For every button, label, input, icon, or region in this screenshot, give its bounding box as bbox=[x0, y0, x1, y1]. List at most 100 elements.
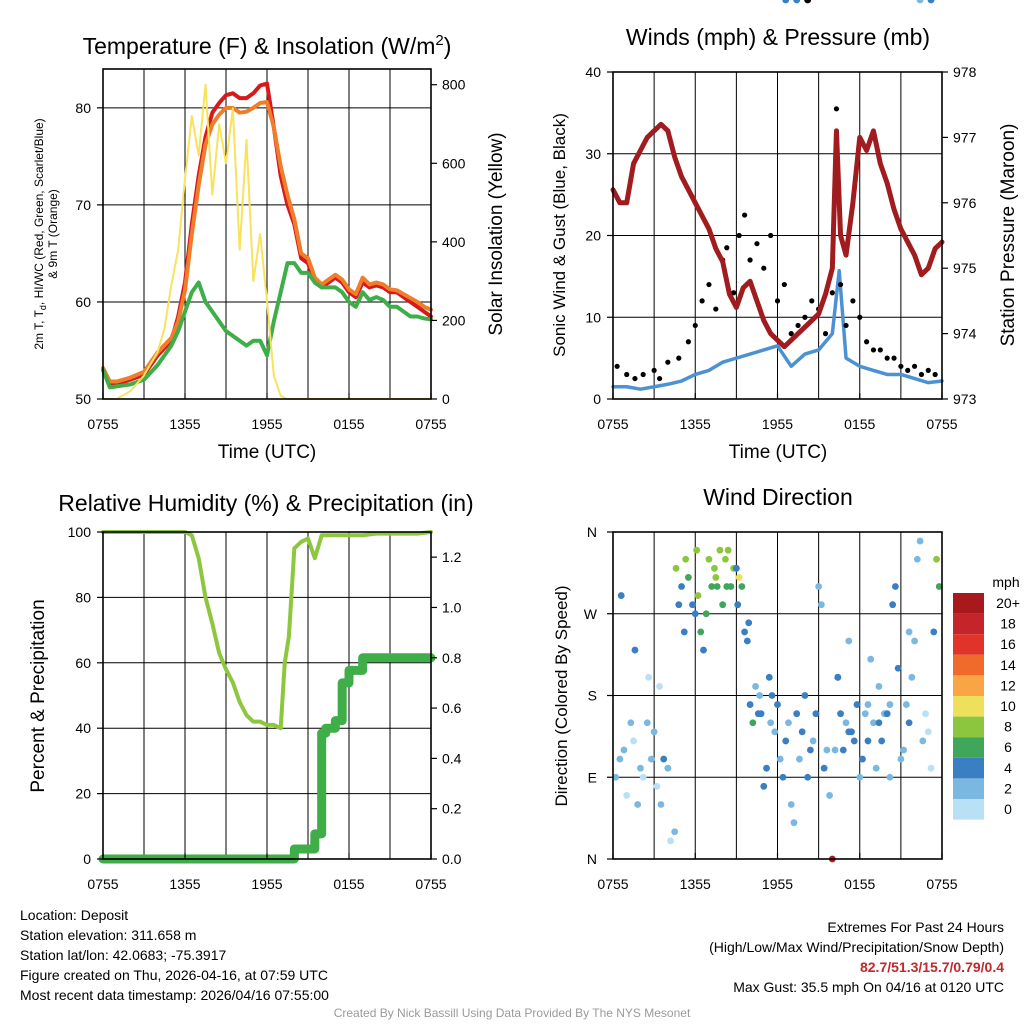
wind-direction-point bbox=[853, 701, 861, 708]
max-gust: Max Gust: 35.5 mph On 04/16 at 0120 UTC bbox=[733, 979, 1004, 995]
colorbar-label: 18 bbox=[1000, 616, 1016, 632]
wind-direction-point bbox=[787, 801, 795, 808]
gust-point bbox=[699, 298, 705, 304]
precipitation-y-ticks: 0.0 0.2 0.4 0.6 0.8 1.0 1.2 bbox=[431, 549, 462, 867]
colorbar-title: mph bbox=[992, 574, 1019, 590]
station-location: Location: Deposit bbox=[20, 907, 129, 923]
gust-point bbox=[624, 371, 630, 378]
wind-direction-point bbox=[883, 710, 891, 718]
wind-direction-point bbox=[793, 0, 801, 4]
speed-colorbar: 20+ 18 16 14 12 10 8 6 4 2 0 bbox=[953, 593, 1020, 820]
x-tick-label: 0155 bbox=[844, 876, 875, 892]
colorbar-swatch bbox=[953, 675, 984, 696]
x-tick-label: 0155 bbox=[333, 876, 364, 892]
wind-direction-point bbox=[905, 719, 913, 727]
gust-point bbox=[891, 355, 897, 361]
x-tick-label: 0155 bbox=[333, 416, 364, 432]
winds-panel: Winds (mph) & Pressure (mb) 0755 1355 1955… bbox=[550, 24, 1019, 463]
y2-tick-label: 1.0 bbox=[442, 599, 462, 615]
colorbar-swatch bbox=[953, 716, 984, 738]
gust-point bbox=[837, 281, 844, 288]
wind-direction-point bbox=[839, 746, 847, 754]
wind-direction-point bbox=[820, 764, 828, 772]
wind-direction-point bbox=[713, 583, 721, 590]
gust-point bbox=[822, 331, 829, 337]
gust-point bbox=[864, 339, 870, 345]
gust-point bbox=[925, 367, 931, 373]
winds-title: Winds (mph) & Pressure (mb) bbox=[626, 24, 930, 50]
wind-direction-point bbox=[916, 0, 924, 4]
temperature-gridlines bbox=[103, 69, 431, 399]
gust-point bbox=[665, 359, 671, 365]
gust-point bbox=[884, 355, 890, 361]
wind-direction-point bbox=[768, 692, 776, 699]
y-tick-label: 70 bbox=[75, 197, 91, 213]
temperature-x-ticks: 0755 1355 1955 0155 0755 bbox=[87, 393, 447, 432]
colorbar-label: 2 bbox=[1004, 780, 1012, 796]
wind-direction-point bbox=[875, 719, 883, 727]
wind-direction-point bbox=[801, 692, 809, 699]
wind-direction-point bbox=[859, 755, 866, 763]
gust-point bbox=[774, 298, 781, 304]
insolation-y-ticks: 0 200 400 600 800 bbox=[431, 77, 466, 407]
wind-direction-point bbox=[834, 673, 842, 681]
wind-direction-point bbox=[848, 728, 855, 736]
wind-direction-point bbox=[842, 719, 850, 727]
gust-point bbox=[850, 298, 856, 304]
wind-direction-point bbox=[660, 755, 668, 763]
wind-direction-point bbox=[905, 628, 913, 636]
colorbar-swatch bbox=[953, 634, 984, 655]
2m-td-line bbox=[101, 261, 433, 390]
wind-direction-point bbox=[804, 773, 812, 781]
y-tick-label: 60 bbox=[75, 655, 91, 671]
temperature-panel: Temperature (F) & Insolation (W/m2) 0755… bbox=[32, 32, 507, 463]
wind-direction-point bbox=[823, 746, 831, 754]
colorbar-label: 16 bbox=[1000, 636, 1016, 652]
y2-tick-label: 1.2 bbox=[442, 549, 462, 565]
wind-direction-point bbox=[667, 837, 674, 845]
wind-direction-point bbox=[927, 764, 935, 772]
wind-direction-point bbox=[856, 773, 864, 781]
wind-direction-point bbox=[702, 610, 710, 618]
gust-point bbox=[843, 322, 849, 329]
y-tick-label: 40 bbox=[585, 64, 601, 80]
colorbar-label: 4 bbox=[1004, 760, 1012, 776]
station-elevation: Station elevation: 311.658 m bbox=[20, 927, 197, 943]
colorbar-swatch bbox=[953, 757, 984, 779]
pressure-ylabel: Station Pressure (Maroon) bbox=[998, 124, 1019, 347]
wind-direction-point bbox=[617, 592, 625, 599]
wind-direction-point bbox=[689, 601, 696, 609]
wind-direction-point bbox=[900, 746, 908, 754]
wind-direction-point bbox=[612, 773, 620, 781]
wind-direction-point bbox=[889, 601, 897, 609]
y-tick-label: 20 bbox=[75, 786, 91, 802]
colorbar-swatch bbox=[953, 778, 984, 799]
y-tick-label: W bbox=[584, 606, 598, 622]
wind-direction-ylabel: Direction (Colored By Speed) bbox=[552, 585, 571, 806]
y-tick-label: 50 bbox=[75, 391, 91, 407]
gust-point bbox=[632, 375, 638, 382]
wind-direction-x-ticks: 0755 1355 1955 0155 0755 bbox=[597, 853, 958, 892]
wind-direction-point bbox=[798, 728, 806, 736]
wind-direction-point bbox=[694, 592, 702, 599]
x-tick-label: 1955 bbox=[251, 416, 282, 432]
wind-direction-point bbox=[861, 710, 869, 718]
wind-direction-point bbox=[886, 773, 894, 781]
gust-point bbox=[768, 232, 774, 239]
wind-direction-point bbox=[705, 555, 713, 563]
extremes-values: 82.7/51.3/15.7/0.79/0.4 bbox=[859, 959, 1004, 975]
wind-direction-point bbox=[697, 628, 705, 636]
wind-direction-point bbox=[782, 737, 790, 745]
station-info: Location: Deposit Station elevation: 311… bbox=[20, 905, 329, 1005]
wind-direction-point bbox=[656, 683, 664, 690]
wind-direction-point bbox=[837, 710, 844, 718]
temperature-y-ticks: 50 60 70 80 bbox=[75, 100, 103, 407]
colorbar-swatch bbox=[953, 613, 984, 635]
wind-direction-point bbox=[657, 801, 665, 808]
wind-direction-point bbox=[872, 764, 880, 772]
recent-timestamp: Most recent data timestamp: 2026/04/16 0… bbox=[20, 987, 329, 1003]
y2-tick-label: 978 bbox=[953, 64, 977, 80]
gust-point bbox=[877, 347, 883, 353]
colorbar-label: 10 bbox=[1000, 698, 1016, 714]
wind-direction-point bbox=[875, 683, 883, 690]
